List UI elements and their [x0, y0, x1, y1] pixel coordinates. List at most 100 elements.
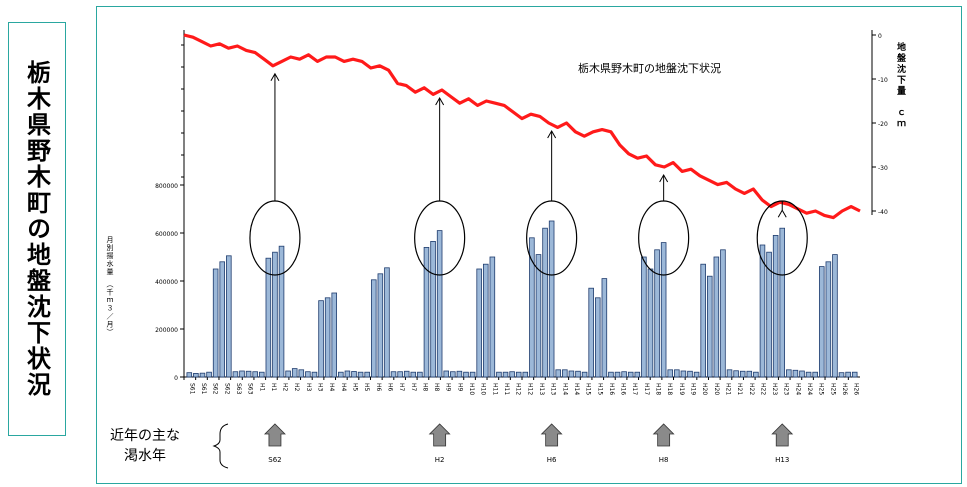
gray-arrow-icon [263, 423, 286, 447]
bar [614, 371, 621, 378]
bar [502, 371, 509, 378]
x-axis-tick-label: H20 [701, 383, 708, 395]
x-axis-tick-label: H18 [655, 383, 662, 395]
bar [515, 371, 522, 378]
bar [693, 371, 700, 378]
bar [232, 371, 239, 378]
right-axis-tick-label: 0 [878, 33, 882, 40]
x-axis-tick-label: H10 [468, 383, 475, 395]
subsidence-line-layer [183, 33, 861, 220]
bar [423, 246, 430, 378]
bar [608, 371, 614, 378]
gray-arrow-icon [428, 423, 451, 447]
x-axis-tick-label: H2 [293, 383, 300, 392]
bar [298, 369, 305, 378]
bar [654, 249, 660, 378]
bar [805, 371, 812, 378]
bar [278, 245, 285, 378]
x-axis-tick-label: H3 [305, 383, 312, 392]
bar [258, 371, 265, 378]
drought-year-arrow: H13 [771, 423, 794, 464]
drought-year-arrow: H2 [428, 423, 451, 464]
bar [720, 249, 726, 378]
x-axis-tick-label: H24 [806, 383, 813, 395]
drought-year-label: H2 [435, 456, 445, 464]
bar [377, 273, 384, 378]
drought-link-arrowhead [659, 173, 669, 183]
bar [845, 371, 851, 378]
bar [357, 371, 364, 378]
x-axis-tick-label: H6 [386, 383, 393, 392]
x-axis-tick-label: H21 [724, 383, 731, 395]
bar [496, 371, 502, 378]
chart-frame [96, 6, 962, 484]
bar [443, 370, 450, 378]
gray-arrow-icon [652, 423, 675, 447]
bar [291, 368, 298, 378]
gray-arrow-icon [771, 423, 794, 447]
bar [581, 371, 588, 378]
x-axis-tick-label: S62 [212, 383, 219, 395]
x-axis-tick-label: H22 [748, 383, 755, 395]
bar [482, 263, 489, 378]
bar [753, 371, 759, 378]
x-axis-tick-label: S63 [235, 383, 242, 395]
bar [285, 370, 291, 378]
bar [212, 268, 219, 378]
x-axis-tick-label: H2 [282, 383, 289, 392]
bar [548, 220, 555, 378]
bar [786, 369, 792, 378]
bar [324, 297, 331, 378]
left-axis-tick-label: 200000 [155, 327, 178, 334]
x-axis-tick-label: H10 [480, 383, 487, 395]
bar [272, 251, 278, 378]
bar [667, 369, 674, 378]
bar [838, 372, 845, 378]
bar [529, 237, 535, 378]
x-axis-tick-label: H20 [713, 383, 720, 395]
bar [186, 372, 193, 378]
bar [726, 369, 733, 378]
x-axis-tick-label: H12 [526, 383, 533, 395]
bar [825, 261, 832, 378]
drought-year-label: H13 [775, 456, 789, 464]
left-axis-tick-label: 600000 [155, 231, 178, 238]
bar [851, 371, 858, 378]
bar [245, 370, 252, 378]
x-axis-tick-label: H25 [818, 383, 825, 395]
x-axis-tick-label: H13 [538, 383, 545, 395]
x-axis-tick-label: H26 [841, 383, 848, 395]
bar [621, 371, 627, 378]
bar [627, 371, 634, 378]
bar [252, 371, 258, 378]
bar [509, 371, 515, 378]
drought-link-arrowhead [435, 96, 445, 106]
bar [799, 370, 805, 378]
bar [542, 227, 548, 378]
bar [390, 371, 397, 378]
x-axis-tick-label: H16 [620, 383, 627, 395]
x-axis-tick-label: H23 [783, 383, 790, 395]
bar [687, 370, 693, 378]
bar [713, 256, 720, 378]
x-axis-tick-label: H19 [678, 383, 685, 395]
bar [193, 372, 199, 378]
bar [463, 371, 469, 378]
x-axis-tick-label: H12 [515, 383, 522, 395]
bar [364, 371, 370, 378]
bar [680, 370, 687, 378]
x-axis-tick-label: H13 [550, 383, 557, 395]
drought-year-label: S62 [268, 456, 281, 464]
drought-link-arrowhead [270, 72, 280, 82]
left-axis-label: 月別揚水量 （千ｍ３／月） [106, 236, 114, 337]
left-axis-tick-label: 400000 [155, 279, 178, 286]
bar [779, 227, 786, 378]
x-axis-tick-label: H19 [690, 383, 697, 395]
right-axis-tick-label: -40 [878, 209, 888, 216]
drought-link-arrowhead [547, 129, 557, 139]
bar [331, 292, 338, 378]
x-axis-tick-label: H25 [829, 383, 836, 395]
x-axis-tick-label: H8 [421, 383, 428, 392]
bar [311, 371, 318, 378]
